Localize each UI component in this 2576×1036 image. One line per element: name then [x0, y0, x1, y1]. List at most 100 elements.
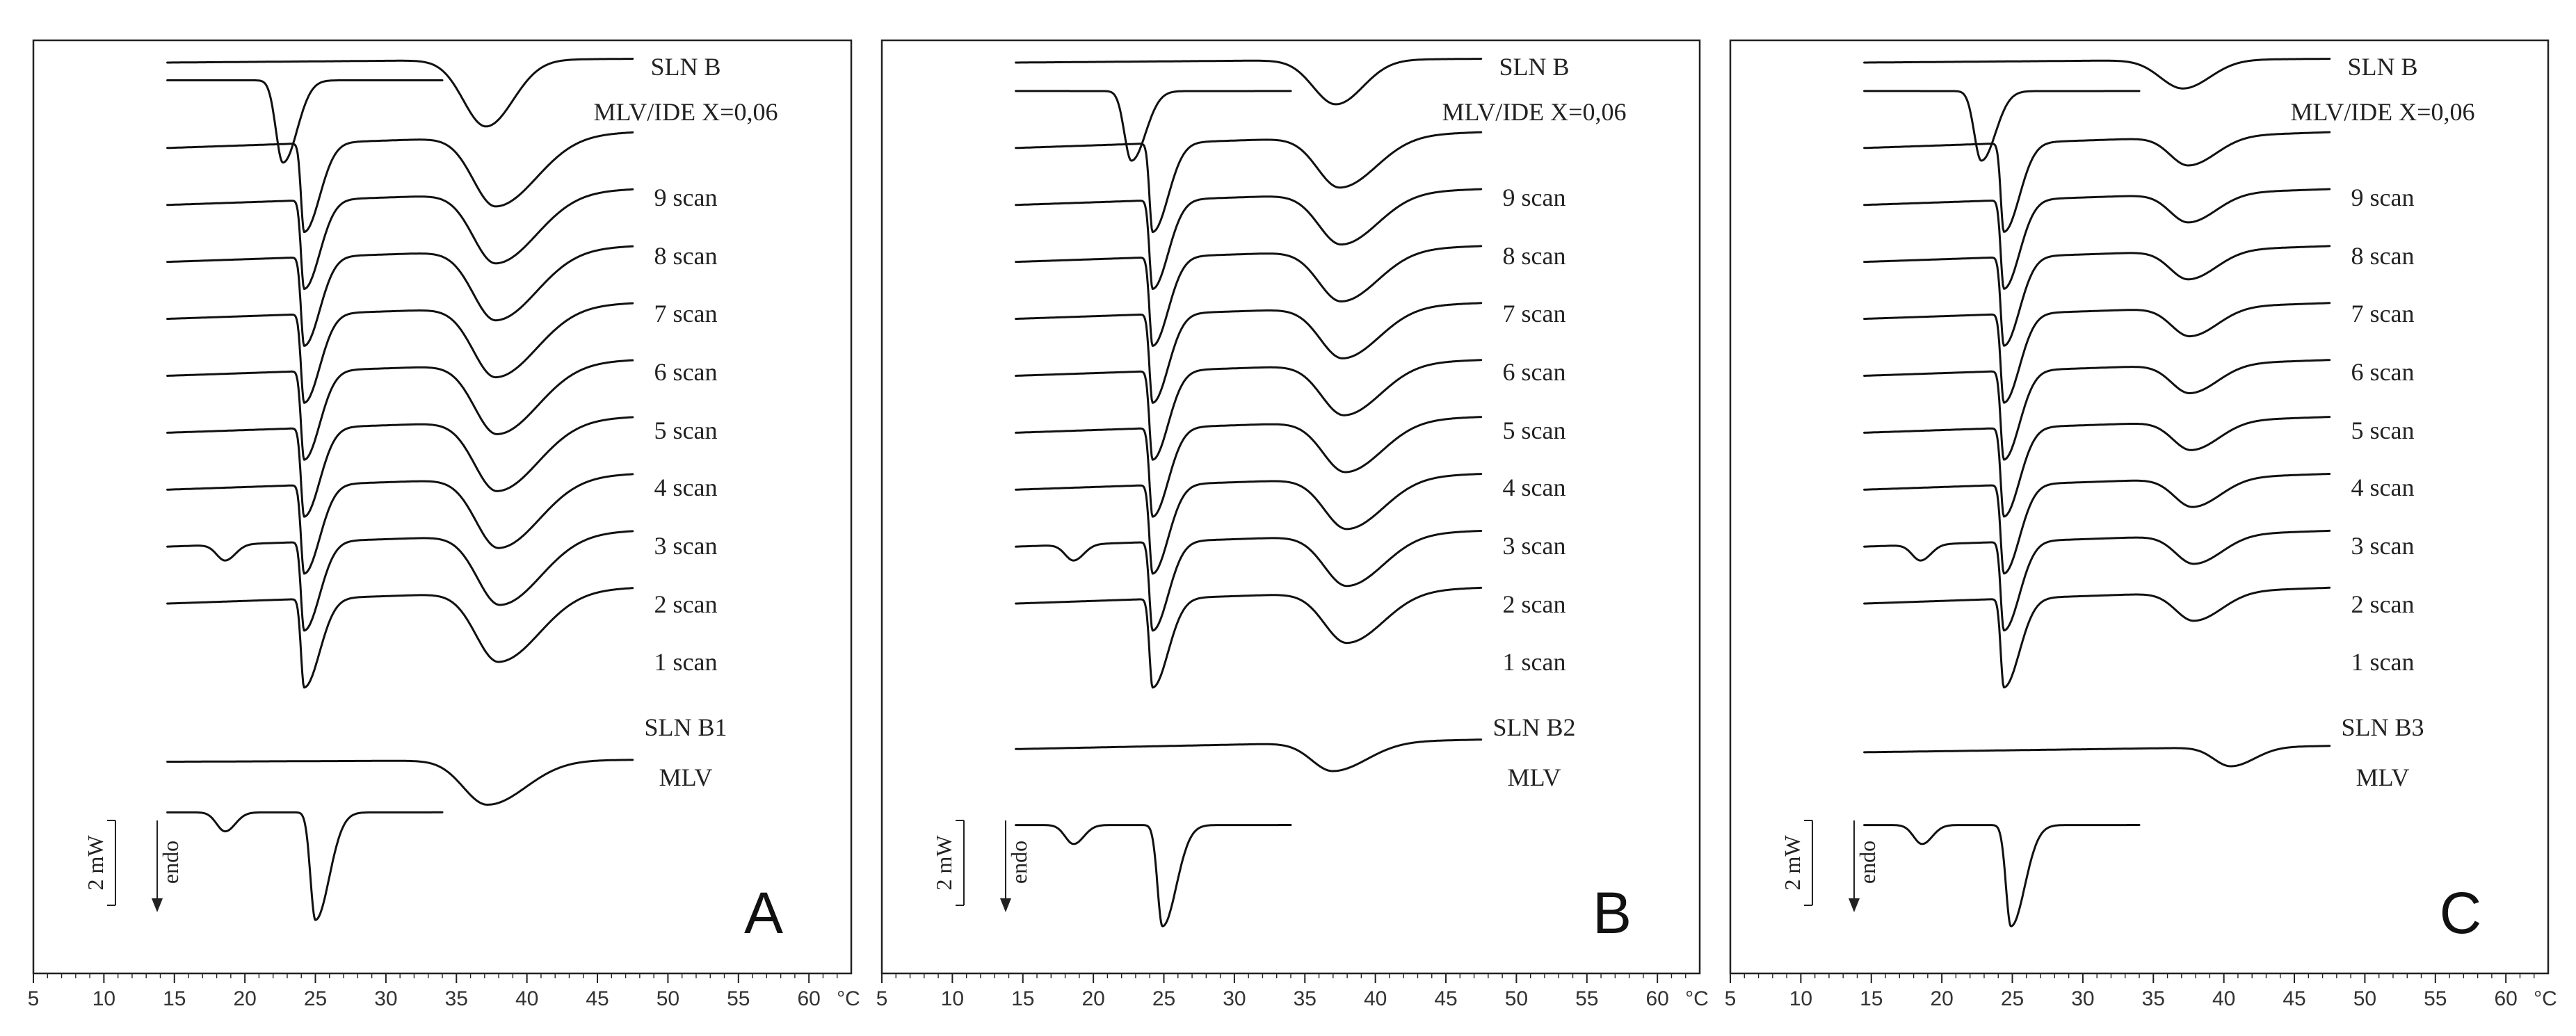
x-tick-label: 30 [374, 987, 397, 1010]
series-label: 8 scan [654, 242, 718, 270]
trace-9-scan [1863, 131, 2331, 233]
trace-mlv [1015, 824, 1292, 928]
series-label: 3 scan [654, 532, 718, 560]
trace-9-scan [166, 131, 634, 234]
series-label: 4 scan [654, 474, 718, 501]
series-label: 4 scan [2351, 474, 2415, 501]
endo-label: endo [1855, 841, 1880, 884]
plot-frame [1729, 39, 2550, 975]
trace-mlv-ide-x-0-06 [166, 79, 444, 164]
plot-frame [32, 39, 853, 975]
series-label: MLV [659, 763, 713, 791]
panel-label: C [2440, 880, 2482, 946]
series-label: SLN B1 [644, 713, 727, 741]
endo-arrow-head [1000, 898, 1011, 912]
series-label: MLV/IDE X=0,06 [594, 98, 778, 126]
series-label: 5 scan [2351, 416, 2415, 444]
series-label: 6 scan [1503, 358, 1566, 386]
series-label: 5 scan [1503, 416, 1566, 444]
trace-mlv [166, 811, 444, 921]
trace-1-scan [1863, 586, 2331, 689]
panel-A: 5 10 15 20 25 30 35 40 45 50 55 60 °C SLN B MLV/IDE X=… [28, 39, 860, 1010]
series-label: 9 scan [2351, 184, 2415, 211]
trace-8-scan [1015, 188, 1483, 290]
series-label: MLV/IDE X=0,06 [2291, 98, 2475, 126]
x-tick-label: 25 [1152, 987, 1175, 1010]
x-tick-label: 20 [1930, 987, 1953, 1010]
endo-arrow-head [152, 898, 163, 912]
series-label: 9 scan [654, 184, 718, 211]
series-label: 2 scan [654, 590, 718, 618]
x-tick-label: 45 [2283, 987, 2305, 1010]
series-label: 6 scan [654, 358, 718, 386]
trace-sln-b [1015, 58, 1483, 106]
trace-1-scan [166, 587, 634, 689]
trace-sln-b [1863, 58, 2331, 90]
series-label: 1 scan [654, 648, 718, 676]
trace-4-scan [1863, 416, 2331, 518]
series-label: 9 scan [1503, 184, 1566, 211]
series-label: 1 scan [2351, 648, 2415, 676]
trace-sln-b [166, 58, 634, 128]
x-tick-label: 60 [2494, 987, 2517, 1010]
trace-7-scan [1863, 245, 2331, 347]
series-label: 7 scan [1503, 300, 1566, 327]
trace-7-scan [166, 245, 634, 347]
endo-label: endo [158, 841, 183, 884]
trace-4-scan [166, 416, 634, 518]
series-label: 5 scan [654, 416, 718, 444]
trace-7-scan [1015, 245, 1483, 347]
trace-mlv [1863, 824, 2141, 928]
trace-mlv-ide-x-0-06 [1015, 90, 1292, 162]
x-tick-label: 20 [233, 987, 256, 1010]
x-tick-label: 15 [163, 987, 186, 1010]
plot-frame [880, 39, 1701, 975]
series-label: 6 scan [2351, 358, 2415, 386]
series-label: 2 scan [2351, 590, 2415, 618]
series-label: 4 scan [1503, 474, 1566, 501]
trace-2-scan [1015, 530, 1483, 632]
series-label: 7 scan [2351, 300, 2415, 327]
x-tick-label: 50 [1505, 987, 1528, 1010]
series-label: MLV [2356, 763, 2410, 791]
series-label: MLV [1508, 763, 1561, 791]
trace-3-scan [1015, 473, 1483, 575]
trace-8-scan [166, 188, 634, 290]
x-tick-label: 40 [1364, 987, 1387, 1010]
trace-2-scan [1863, 529, 2331, 632]
trace-1-scan [1015, 586, 1483, 689]
panel-B: 5 10 15 20 25 30 35 40 45 50 55 60 °C SLN B MLV/IDE X=… [876, 39, 1709, 1010]
x-tick-label: 30 [1223, 987, 1246, 1010]
x-tick-label: 10 [92, 987, 115, 1010]
scale-bar-label: 2 mW [83, 835, 108, 891]
x-tick-label: 45 [1434, 987, 1457, 1010]
x-tick-label: 30 [2071, 987, 2094, 1010]
trace-sln-b3 [1863, 745, 2331, 768]
x-tick-label: 55 [1575, 987, 1598, 1010]
x-unit-label: °C [1685, 987, 1709, 1010]
series-label: SLN B3 [2341, 713, 2424, 741]
trace-2-scan [166, 530, 634, 632]
trace-sln-b1 [166, 759, 634, 806]
endo-arrow-head [1849, 898, 1860, 912]
x-tick-label: 15 [1011, 987, 1034, 1010]
series-label: 1 scan [1503, 648, 1566, 676]
x-tick-label: 35 [445, 987, 468, 1010]
panel-C: 5 10 15 20 25 30 35 40 45 50 55 60 °C SLN B MLV/IDE X=… [1725, 39, 2557, 1010]
trace-4-scan [1015, 416, 1483, 518]
panel-label: B [1593, 880, 1632, 946]
trace-5-scan [1015, 359, 1483, 461]
endo-label: endo [1006, 841, 1031, 884]
scale-bar-label: 2 mW [1780, 835, 1805, 891]
x-tick-label: 60 [797, 987, 820, 1010]
series-label: 8 scan [1503, 242, 1566, 270]
x-tick-label: 40 [515, 987, 538, 1010]
x-tick-label: 10 [941, 987, 964, 1010]
series-label: SLN B [1499, 53, 1569, 81]
x-tick-label: 15 [1860, 987, 1883, 1010]
series-label: 8 scan [2351, 242, 2415, 270]
trace-sln-b2 [1015, 738, 1483, 772]
trace-5-scan [166, 359, 634, 461]
trace-6-scan [1863, 302, 2331, 404]
